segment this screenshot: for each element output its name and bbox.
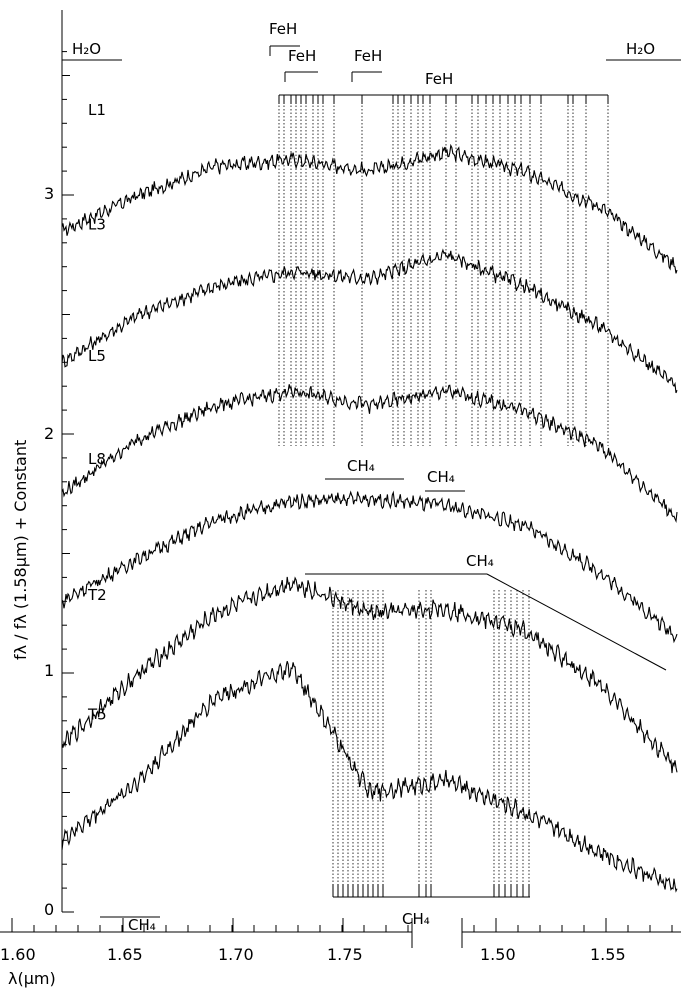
h2o-right-label: H₂O [626, 40, 655, 58]
spectrum-t5 [61, 661, 678, 893]
feh-label-1: FeH [269, 20, 297, 38]
spectrum-l1 [61, 143, 678, 274]
spectrum-l5 [61, 384, 678, 524]
spectrum-t2 [61, 576, 678, 774]
x-ticks [11, 918, 673, 932]
x-axis-label: λ(μm) [8, 969, 56, 988]
spectrum-l3 [61, 248, 678, 394]
series-labels: L1 L3 L5 L8 T2 T5 [87, 101, 107, 724]
ch4-bottom-mid-label: CH₄ [402, 910, 430, 928]
feh-label-3: FeH [354, 47, 382, 65]
x-tick-label: 1.65 [107, 945, 143, 964]
y-tick-label: 1 [44, 661, 54, 680]
feh-label-2: FeH [288, 47, 316, 65]
series-label-l1: L1 [88, 101, 106, 119]
series-label-l5: L5 [88, 347, 106, 365]
ch4-bottom-left-label: CH₄ [128, 916, 156, 934]
x-tick-label: 1.60 [0, 945, 36, 964]
band-markers [62, 45, 681, 948]
feh-label-4: FeH [425, 70, 453, 88]
series-label-t5: T5 [87, 706, 107, 724]
ch4-label-1: CH₄ [347, 457, 375, 475]
y-ticks [62, 51, 74, 913]
h2o-left-label: H₂O [72, 40, 101, 58]
y-tick-label: 0 [44, 900, 54, 919]
x-tick-label: 1.55 [590, 945, 626, 964]
axis-gap [412, 918, 462, 948]
ch4-label-3: CH₄ [466, 552, 494, 570]
series-label-l3: L3 [88, 216, 106, 234]
ch4-label-2: CH₄ [427, 468, 455, 486]
ch4-bar-3-slope [486, 573, 667, 671]
y-axis-label: fλ / fλ (1.58μm) + Constant [11, 440, 30, 660]
y-tick-label: 3 [44, 184, 54, 203]
series-label-l8: L8 [88, 450, 106, 468]
spectra-series [61, 143, 678, 893]
y-tick-label: 2 [44, 424, 54, 443]
x-tick-label: 1.70 [218, 945, 254, 964]
spectrum-l8 [61, 490, 678, 644]
x-tick-label: 1.50 [480, 945, 516, 964]
x-tick-label: 1.75 [327, 945, 363, 964]
series-label-t2: T2 [87, 586, 107, 604]
